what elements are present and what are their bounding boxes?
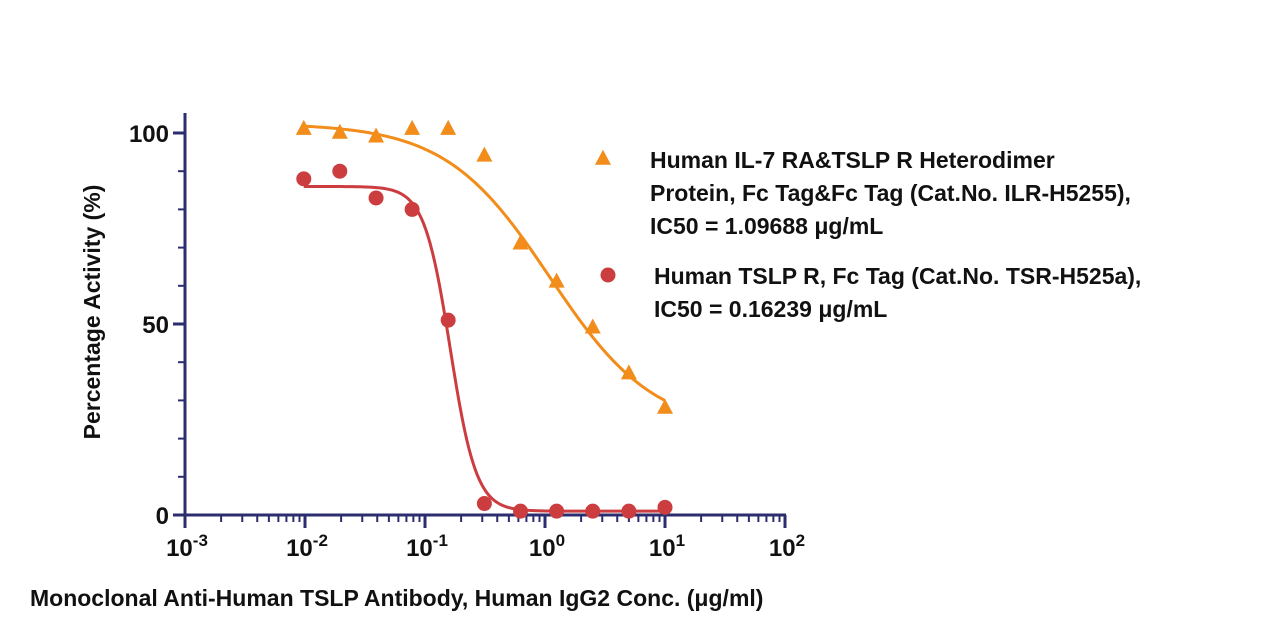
- legend-marker-1: [595, 149, 611, 165]
- data-point-2: [296, 171, 312, 187]
- data-point-2: [585, 503, 601, 519]
- data-point-1: [404, 119, 421, 135]
- y-tick-label: 50: [142, 312, 169, 339]
- legend: Human IL-7 RA&TSLP R Heterodimer Protein,…: [595, 147, 1141, 322]
- data-point-1: [657, 398, 673, 414]
- y-tick-label: 100: [129, 121, 169, 148]
- data-point-2: [368, 190, 384, 206]
- data-point-2: [513, 503, 529, 519]
- data-point-1: [584, 318, 601, 334]
- x-tick-label: 100: [529, 531, 565, 562]
- legend-label-1: IC50 = 1.09688 μg/mL: [650, 213, 883, 239]
- fit-curve-2: [303, 184, 665, 513]
- data-point-1: [548, 272, 565, 288]
- data-point-1: [331, 123, 348, 139]
- x-tick-label: 10-3: [166, 531, 208, 562]
- data-point-2: [332, 163, 348, 179]
- y-axis-label: Percentage Activity (%): [79, 185, 105, 440]
- data-point-2: [621, 503, 637, 519]
- legend-label-1: Human IL-7 RA&TSLP R Heterodimer: [650, 147, 1055, 173]
- axes: 0 50 100 10-3 10-2 10-1 100 101 102: [129, 113, 805, 562]
- x-tick-label: 10-1: [406, 531, 448, 562]
- y-tick-label: 0: [156, 503, 169, 530]
- x-axis-label: Monoclonal Anti-Human TSLP Antibody, Hum…: [30, 585, 763, 611]
- legend-label-1: Protein, Fc Tag&Fc Tag (Cat.No. ILR-H525…: [650, 180, 1131, 206]
- data-points: [295, 119, 673, 519]
- x-tick-label: 102: [769, 531, 805, 562]
- data-point-2: [440, 312, 456, 328]
- legend-label-2: IC50 = 0.16239 μg/mL: [654, 296, 887, 322]
- legend-marker-2: [600, 267, 616, 283]
- x-tick-label: 101: [649, 531, 685, 562]
- x-tick-label: 10-2: [286, 531, 328, 562]
- data-point-2: [657, 499, 673, 515]
- data-point-2: [404, 201, 420, 217]
- fit-curve-1: [303, 124, 666, 402]
- data-point-1: [440, 119, 457, 135]
- data-point-1: [476, 146, 493, 162]
- legend-label-2: Human TSLP R, Fc Tag (Cat.No. TSR-H525a)…: [654, 263, 1141, 289]
- data-point-1: [512, 234, 529, 250]
- data-point-1: [368, 127, 385, 143]
- data-point-2: [476, 496, 492, 512]
- data-point-1: [295, 119, 312, 135]
- fit-curves: [303, 124, 666, 513]
- data-point-2: [549, 503, 565, 519]
- data-point-1: [620, 364, 637, 380]
